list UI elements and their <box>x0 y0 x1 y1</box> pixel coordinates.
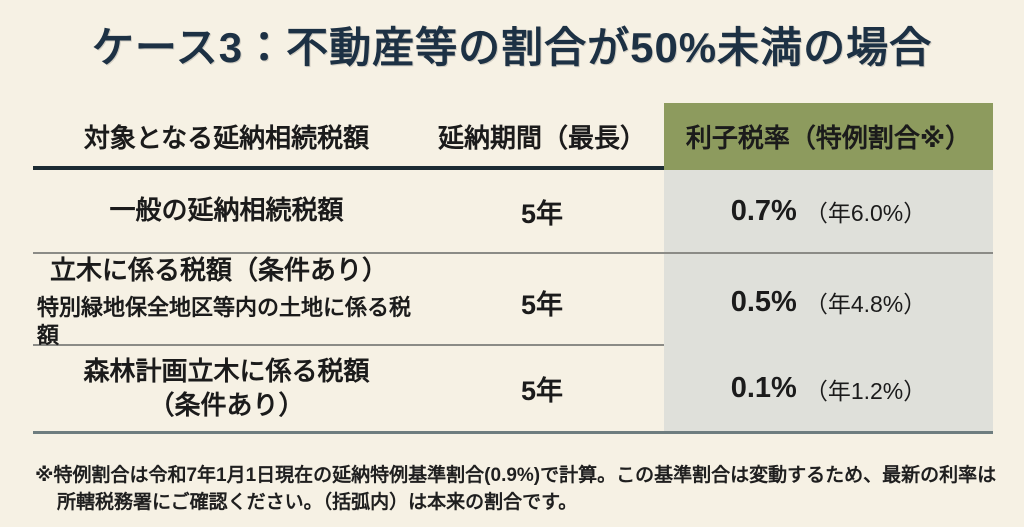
rate-cell: 0.1% （年1.2%） <box>664 346 993 431</box>
table-row: 森林計画立木に係る税額 （条件あり） 5年 0.1% （年1.2%） <box>33 346 993 431</box>
interest-rate-table: 対象となる延納相続税額 延納期間（最長） 利子税率（特例割合※） 一般の延納相続… <box>33 103 993 434</box>
special-rate-value: 0.7% <box>730 194 797 227</box>
target-tax-line: 特別緑地保全地区等内の土地に係る税額 <box>37 294 412 349</box>
period-cell: 5年 <box>520 289 564 320</box>
special-rate-value: 0.1% <box>730 372 797 404</box>
rate-cell: 0.5% （年4.8%） <box>664 254 993 351</box>
table-row: 一般の延納相続税額 5年 0.7% （年6.0%） <box>33 170 993 254</box>
page-title: ケース3：不動産等の割合が50%未満の場合 <box>91 24 933 71</box>
header-interest-rate: 利子税率（特例割合※） <box>664 103 993 170</box>
target-tax-cell: 一般の延納相続税額 <box>109 195 344 226</box>
target-tax-cell: 立木に係る税額（条件あり） 特別緑地保全地区等内の土地に係る税額 <box>33 254 420 351</box>
footnote: ※特例割合は令和7年1月1日現在の延納特例基準割合(0.9%)で計算。この基準割… <box>35 462 1005 516</box>
original-rate-value: （年4.8%） <box>804 291 927 318</box>
target-tax-line: （条件あり） <box>148 389 305 420</box>
target-tax-cell: 森林計画立木に係る税額 （条件あり） <box>33 355 420 423</box>
target-tax-line: 森林計画立木に係る税額 <box>83 355 370 386</box>
header-target-tax: 対象となる延納相続税額 <box>83 123 370 153</box>
header-deferral-period: 延納期間（最長） <box>437 123 646 153</box>
period-cell: 5年 <box>520 198 564 229</box>
period-cell: 5年 <box>520 376 564 406</box>
original-rate-value: （年6.0%） <box>804 200 927 226</box>
footnote-line: 所轄税務署にご確認ください。（括弧内）は本来の割合です。 <box>57 492 578 513</box>
rate-cell: 0.7% （年6.0%） <box>664 170 993 252</box>
footnote-line: ※特例割合は令和7年1月1日現在の延納特例基準割合(0.9%)で計算。この基準割… <box>35 465 997 486</box>
original-rate-value: （年1.2%） <box>804 377 927 404</box>
special-rate-value: 0.5% <box>730 285 797 318</box>
table-header-row: 対象となる延納相続税額 延納期間（最長） 利子税率（特例割合※） <box>33 103 993 170</box>
target-tax-line: 立木に係る税額（条件あり） <box>50 255 389 285</box>
table-row: 立木に係る税額（条件あり） 特別緑地保全地区等内の土地に係る税額 5年 0.5%… <box>33 254 993 351</box>
